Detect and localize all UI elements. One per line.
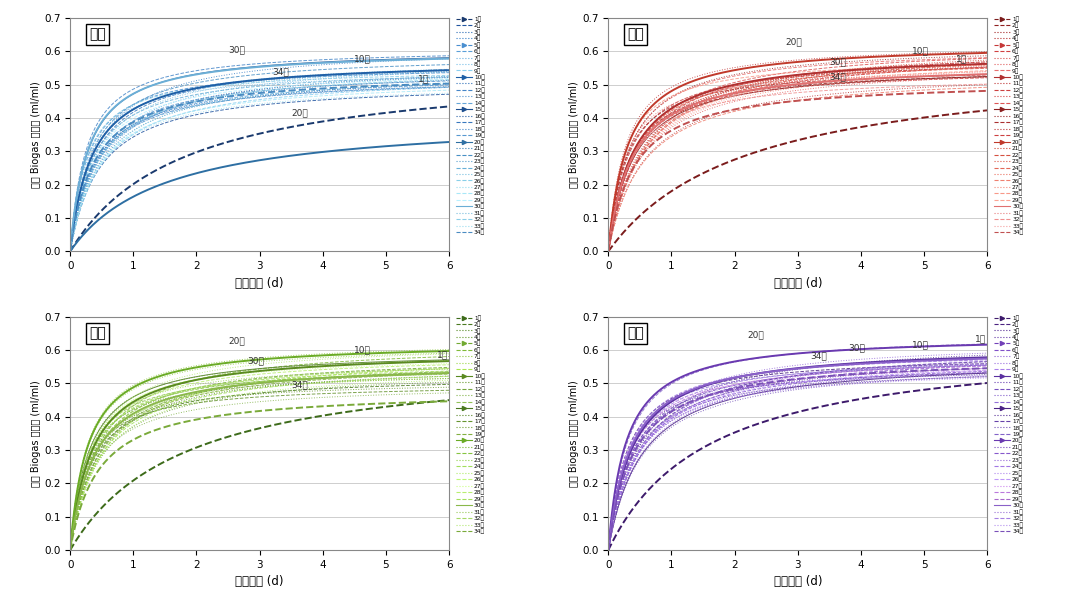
- Text: 승기: 승기: [90, 28, 106, 41]
- Legend: 1차, 2차, 3차, 4차, 5차, 6차, 7차, 8차, 9차, 10차, 11차, 12차, 13차, 14차, 15차, 16차, 17차, 18차,: 1차, 2차, 3차, 4차, 5차, 6차, 7차, 8차, 9차, 10차,…: [455, 16, 484, 235]
- Text: 30차: 30차: [228, 45, 245, 54]
- Text: 20차: 20차: [228, 336, 245, 345]
- Text: 1차: 1차: [974, 334, 986, 343]
- Text: 10차: 10차: [354, 345, 371, 354]
- Text: 20차: 20차: [786, 38, 802, 47]
- Text: 중랑: 중랑: [90, 326, 106, 340]
- Y-axis label: 누적 Biogas 발생량 (ml/ml): 누적 Biogas 발생량 (ml/ml): [31, 81, 41, 188]
- Y-axis label: 누적 Biogas 발생량 (ml/ml): 누적 Biogas 발생량 (ml/ml): [570, 380, 579, 487]
- Text: 20차: 20차: [748, 331, 764, 340]
- Text: 신천: 신천: [627, 326, 644, 340]
- X-axis label: 반응시간 (d): 반응시간 (d): [235, 277, 284, 289]
- X-axis label: 반응시간 (d): 반응시간 (d): [774, 277, 822, 289]
- Text: 34차: 34차: [291, 380, 308, 389]
- Text: 10차: 10차: [912, 46, 928, 55]
- Legend: 1차, 2차, 3차, 4차, 5차, 6차, 7차, 8차, 9차, 10차, 11차, 12차, 13차, 14차, 15차, 16차, 17차, 18차,: 1차, 2차, 3차, 4차, 5차, 6차, 7차, 8차, 9차, 10차,…: [994, 16, 1023, 235]
- Y-axis label: 누적 Biogas 발생량 (ml/ml): 누적 Biogas 발생량 (ml/ml): [570, 81, 579, 188]
- Text: 34차: 34차: [830, 72, 846, 81]
- Text: 1차: 1차: [418, 74, 428, 83]
- Text: 34차: 34차: [810, 352, 828, 361]
- Y-axis label: 누적 Biogas 발생량 (ml/ml): 누적 Biogas 발생량 (ml/ml): [31, 380, 41, 487]
- Text: 30차: 30차: [247, 356, 264, 365]
- Legend: 1차, 2차, 3차, 4차, 5차, 6차, 7차, 8차, 9차, 10차, 11차, 12차, 13차, 14차, 15차, 16차, 17차, 18차,: 1차, 2차, 3차, 4차, 5차, 6차, 7차, 8차, 9차, 10차,…: [994, 315, 1023, 534]
- Legend: 1차, 2차, 3차, 4차, 5차, 6차, 7차, 8차, 9차, 10차, 11차, 12차, 13차, 14차, 15차, 16차, 17차, 18차,: 1차, 2차, 3차, 4차, 5차, 6차, 7차, 8차, 9차, 10차,…: [455, 315, 484, 534]
- X-axis label: 반응시간 (d): 반응시간 (d): [774, 575, 822, 588]
- Text: 10차: 10차: [912, 341, 928, 350]
- Text: 1차: 1차: [437, 350, 448, 359]
- Text: 30차: 30차: [830, 57, 846, 66]
- X-axis label: 반응시간 (d): 반응시간 (d): [235, 575, 284, 588]
- Text: 30차: 30차: [848, 343, 865, 352]
- Text: 10차: 10차: [354, 54, 371, 63]
- Text: 34차: 34차: [272, 68, 289, 77]
- Text: 20차: 20차: [291, 108, 308, 117]
- Text: 1차: 1차: [956, 54, 967, 63]
- Text: 아산: 아산: [627, 28, 644, 41]
